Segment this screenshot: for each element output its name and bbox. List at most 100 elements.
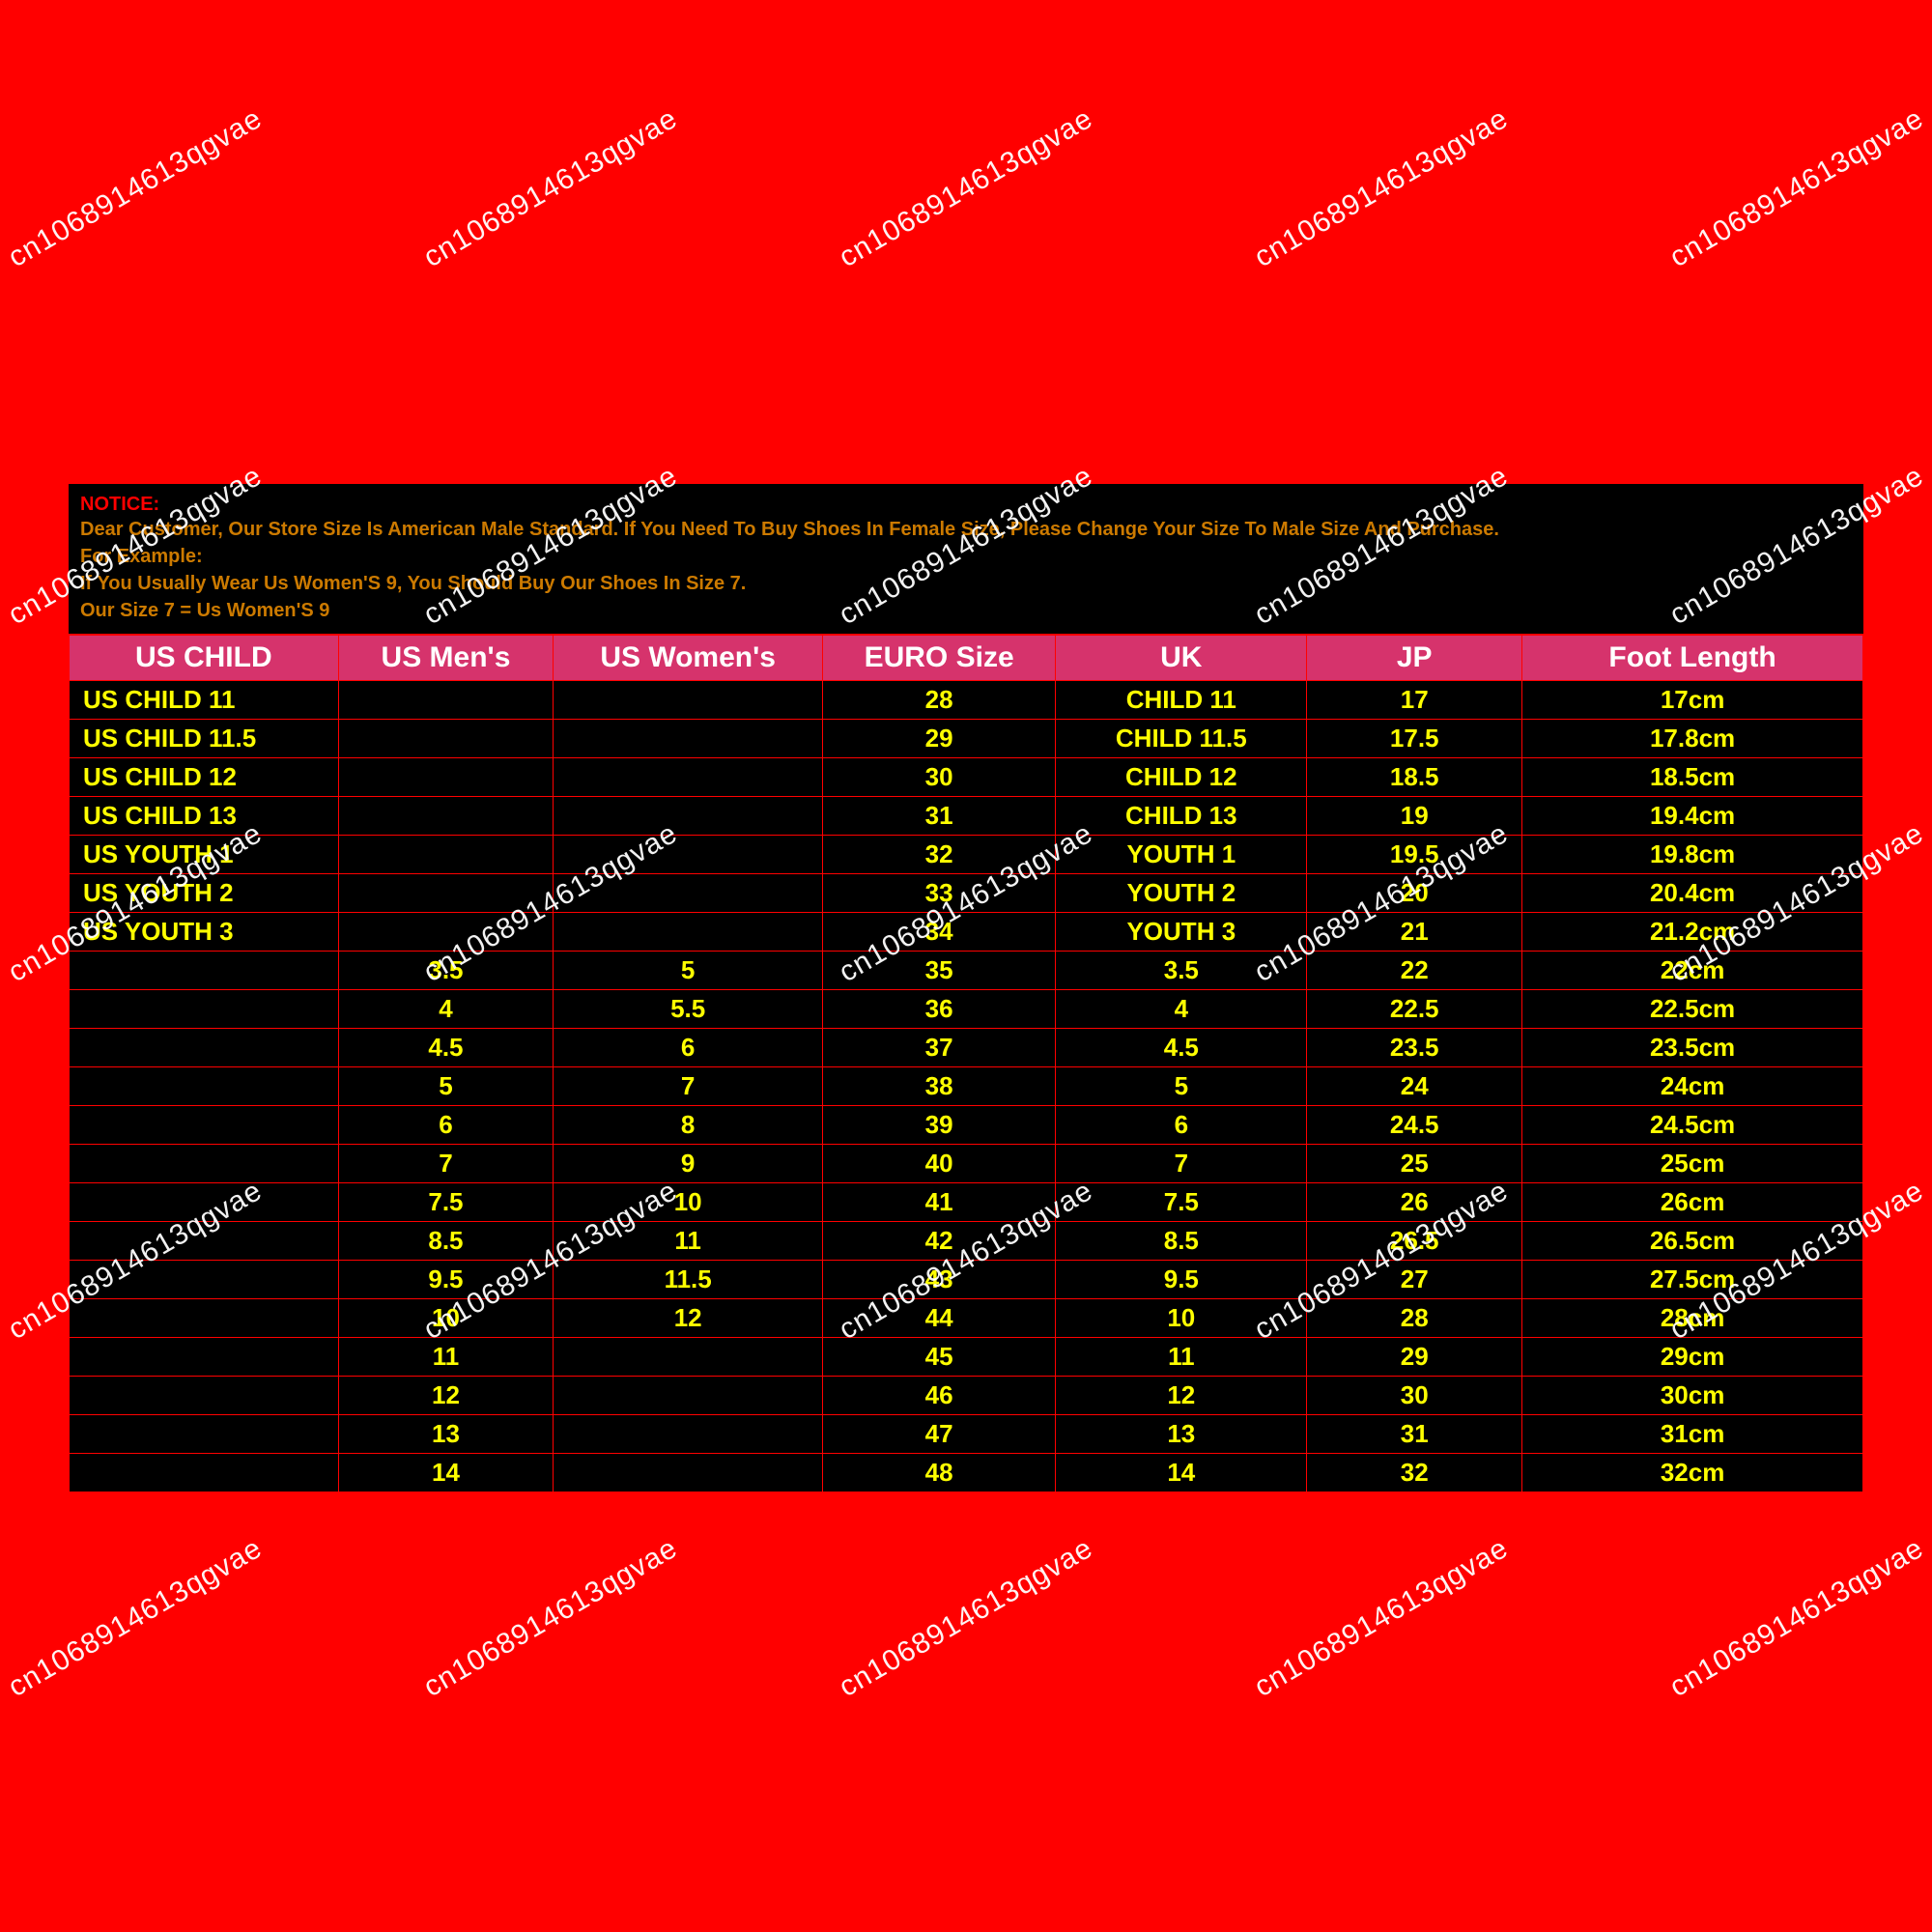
table-cell: 22.5: [1307, 990, 1522, 1029]
table-cell: 5: [554, 952, 823, 990]
table-cell: 31cm: [1522, 1415, 1863, 1454]
table-cell: 17.8cm: [1522, 720, 1863, 758]
notice-line: Our Size 7 = Us Women'S 9: [80, 597, 1852, 624]
table-cell: [554, 913, 823, 952]
table-cell: 25cm: [1522, 1145, 1863, 1183]
table-row: 794072525cm: [70, 1145, 1863, 1183]
table-cell: YOUTH 1: [1056, 836, 1307, 874]
table-cell: US CHILD 11.5: [70, 720, 339, 758]
table-cell: US CHILD 12: [70, 758, 339, 797]
table-row: 101244102828cm: [70, 1299, 1863, 1338]
table-cell: [70, 952, 339, 990]
table-cell: 43: [822, 1261, 1055, 1299]
table-cell: [70, 1338, 339, 1377]
table-cell: 30cm: [1522, 1377, 1863, 1415]
table-cell: US CHILD 11: [70, 681, 339, 720]
table-cell: 47: [822, 1415, 1055, 1454]
table-cell: 23.5cm: [1522, 1029, 1863, 1067]
notice-line: If You Usually Wear Us Women'S 9, You Sh…: [80, 570, 1852, 597]
watermark-text: cn1068914613qgvae: [834, 1532, 1098, 1704]
table-cell: 9.5: [1056, 1261, 1307, 1299]
table-cell: 12: [1056, 1377, 1307, 1415]
table-cell: 11: [554, 1222, 823, 1261]
table-cell: 8: [554, 1106, 823, 1145]
table-cell: [554, 874, 823, 913]
table-body: US CHILD 1128CHILD 111717cmUS CHILD 11.5…: [70, 681, 1863, 1492]
size-table: US CHILD US Men's US Women's EURO Size U…: [69, 635, 1863, 1492]
table-cell: US YOUTH 3: [70, 913, 339, 952]
table-cell: 26.5cm: [1522, 1222, 1863, 1261]
table-cell: 3.5: [338, 952, 554, 990]
table-cell: 28cm: [1522, 1299, 1863, 1338]
col-foot-len: Foot Length: [1522, 636, 1863, 681]
table-cell: 31: [1307, 1415, 1522, 1454]
table-cell: 29cm: [1522, 1338, 1863, 1377]
table-cell: 8.5: [1056, 1222, 1307, 1261]
table-cell: 19: [1307, 797, 1522, 836]
table-cell: 7.5: [338, 1183, 554, 1222]
watermark-text: cn1068914613qgvae: [834, 102, 1098, 274]
table-cell: [70, 1415, 339, 1454]
table-cell: 12: [338, 1377, 554, 1415]
table-row: 45.536422.522.5cm: [70, 990, 1863, 1029]
table-row: 573852424cm: [70, 1067, 1863, 1106]
col-us-womens: US Women's: [554, 636, 823, 681]
col-uk: UK: [1056, 636, 1307, 681]
table-cell: 19.8cm: [1522, 836, 1863, 874]
table-cell: 7: [338, 1145, 554, 1183]
table-row: 1246123030cm: [70, 1377, 1863, 1415]
table-cell: 23.5: [1307, 1029, 1522, 1067]
table-cell: 5: [338, 1067, 554, 1106]
table-cell: 25: [1307, 1145, 1522, 1183]
table-cell: 24.5: [1307, 1106, 1522, 1145]
table-cell: 29: [1307, 1338, 1522, 1377]
size-chart-container: NOTICE: Dear Customer, Our Store Size Is…: [68, 483, 1864, 1493]
table-cell: 26.5: [1307, 1222, 1522, 1261]
table-cell: 20.4cm: [1522, 874, 1863, 913]
col-euro: EURO Size: [822, 636, 1055, 681]
table-cell: 4: [1056, 990, 1307, 1029]
table-cell: 48: [822, 1454, 1055, 1492]
watermark-text: cn1068914613qgvae: [3, 102, 268, 274]
watermark-text: cn1068914613qgvae: [3, 1532, 268, 1704]
table-cell: CHILD 12: [1056, 758, 1307, 797]
table-cell: 22: [1307, 952, 1522, 990]
table-cell: 41: [822, 1183, 1055, 1222]
table-cell: [70, 1261, 339, 1299]
table-cell: 21.2cm: [1522, 913, 1863, 952]
table-cell: 17cm: [1522, 681, 1863, 720]
table-cell: 7: [554, 1067, 823, 1106]
table-cell: 40: [822, 1145, 1055, 1183]
table-cell: 7.5: [1056, 1183, 1307, 1222]
table-cell: 31: [822, 797, 1055, 836]
table-cell: [554, 720, 823, 758]
table-cell: [70, 1299, 339, 1338]
table-row: 1347133131cm: [70, 1415, 1863, 1454]
table-header-row: US CHILD US Men's US Women's EURO Size U…: [70, 636, 1863, 681]
table-row: US CHILD 1331CHILD 131919.4cm: [70, 797, 1863, 836]
table-cell: 32cm: [1522, 1454, 1863, 1492]
table-cell: [70, 1222, 339, 1261]
table-cell: [554, 681, 823, 720]
col-jp: JP: [1307, 636, 1522, 681]
table-cell: 9.5: [338, 1261, 554, 1299]
table-row: US YOUTH 334YOUTH 32121.2cm: [70, 913, 1863, 952]
watermark-text: cn1068914613qgvae: [418, 1532, 683, 1704]
table-cell: 20: [1307, 874, 1522, 913]
table-cell: US CHILD 13: [70, 797, 339, 836]
table-cell: [70, 1106, 339, 1145]
table-cell: 39: [822, 1106, 1055, 1145]
table-cell: 21: [1307, 913, 1522, 952]
table-cell: [70, 1454, 339, 1492]
table-cell: 19.4cm: [1522, 797, 1863, 836]
table-cell: 10: [554, 1183, 823, 1222]
col-us-child: US CHILD: [70, 636, 339, 681]
table-cell: 19.5: [1307, 836, 1522, 874]
table-row: US YOUTH 132YOUTH 119.519.8cm: [70, 836, 1863, 874]
watermark-text: cn1068914613qgvae: [1249, 102, 1514, 274]
table-row: 9.511.5439.52727.5cm: [70, 1261, 1863, 1299]
table-cell: 14: [1056, 1454, 1307, 1492]
table-cell: 12: [554, 1299, 823, 1338]
table-row: 1145112929cm: [70, 1338, 1863, 1377]
table-cell: 29: [822, 720, 1055, 758]
